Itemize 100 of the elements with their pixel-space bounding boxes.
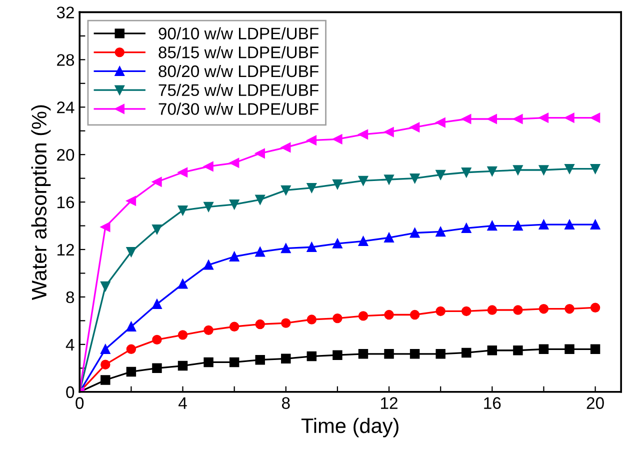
point (255, 354, 265, 365)
y-tick-label: 24 (57, 102, 74, 114)
point (462, 306, 472, 316)
point (538, 165, 549, 175)
y-tick-label: 20 (57, 148, 74, 161)
point (152, 363, 162, 374)
point (178, 279, 188, 289)
point (538, 304, 549, 314)
point (487, 166, 498, 176)
point (306, 351, 317, 362)
point (513, 220, 523, 231)
point (332, 238, 342, 248)
point (410, 173, 420, 184)
point (358, 311, 368, 321)
point (306, 314, 317, 324)
point (332, 134, 342, 144)
x-tick-label: 16 (484, 397, 501, 409)
point (100, 375, 110, 385)
point (126, 196, 136, 206)
legend-label: 90/10 w/w LDPE/UBF (158, 27, 318, 40)
point (204, 325, 214, 336)
x-tick-label: 20 (586, 397, 604, 409)
point (564, 112, 574, 123)
y-axis-title: Water absorption (%) (31, 105, 51, 300)
point (126, 247, 136, 257)
y-tick-label: 8 (66, 291, 74, 304)
point (332, 313, 342, 324)
point (513, 305, 523, 315)
point (384, 174, 394, 184)
point (590, 164, 600, 174)
point (332, 350, 342, 360)
point (152, 224, 162, 234)
point (436, 170, 446, 180)
point (178, 205, 188, 216)
point (229, 200, 240, 210)
point (178, 330, 188, 340)
point (281, 318, 291, 328)
point (229, 322, 240, 332)
point (358, 349, 368, 359)
point (487, 305, 498, 315)
point (487, 220, 498, 231)
point (462, 348, 472, 358)
point (255, 148, 265, 158)
x-axis-title: Time (day) (301, 418, 398, 438)
point (384, 349, 394, 359)
point (332, 179, 342, 190)
point (590, 220, 600, 230)
point (178, 360, 188, 371)
point (513, 114, 523, 124)
point (487, 114, 498, 124)
y-tick-label: 16 (58, 196, 74, 208)
point (204, 202, 214, 212)
point (358, 236, 368, 246)
point (384, 127, 394, 137)
point (358, 176, 368, 186)
point (538, 344, 549, 354)
point (306, 135, 317, 146)
point (410, 122, 420, 132)
y-tick-label: 32 (56, 6, 74, 18)
point (126, 322, 136, 332)
point (229, 158, 240, 168)
legend-label: 75/25 w/w LDPE/UBF (158, 84, 318, 96)
point (436, 118, 446, 128)
point (538, 220, 549, 230)
y-tick-label: 0 (66, 386, 74, 398)
point (100, 222, 110, 232)
point (436, 226, 446, 237)
point (564, 304, 574, 314)
point (538, 112, 549, 123)
x-tick-label: 0 (76, 397, 84, 409)
point (229, 252, 240, 262)
legend-label: 70/30 w/w LDPE/UBF (158, 102, 318, 115)
point (152, 334, 162, 345)
point (462, 114, 472, 124)
point (126, 366, 136, 377)
point (590, 344, 600, 354)
point (255, 319, 265, 330)
point (204, 260, 214, 270)
point (410, 228, 420, 238)
point (204, 162, 214, 172)
point (410, 349, 420, 359)
point (436, 306, 446, 316)
point (590, 302, 600, 313)
point (513, 345, 523, 356)
point (384, 310, 394, 320)
point (229, 357, 240, 368)
point (410, 310, 420, 320)
point (462, 168, 472, 178)
point (204, 357, 214, 368)
point (306, 242, 317, 252)
point (436, 349, 446, 359)
point (281, 185, 291, 196)
legend-label: 80/20 w/w LDPE/UBF (158, 64, 318, 78)
point (564, 344, 574, 354)
legend-label: 85/15 w/w LDPE/UBF (158, 46, 318, 58)
point (564, 220, 574, 230)
point (358, 130, 368, 140)
point (462, 223, 472, 234)
point (306, 182, 317, 193)
point (564, 164, 574, 174)
